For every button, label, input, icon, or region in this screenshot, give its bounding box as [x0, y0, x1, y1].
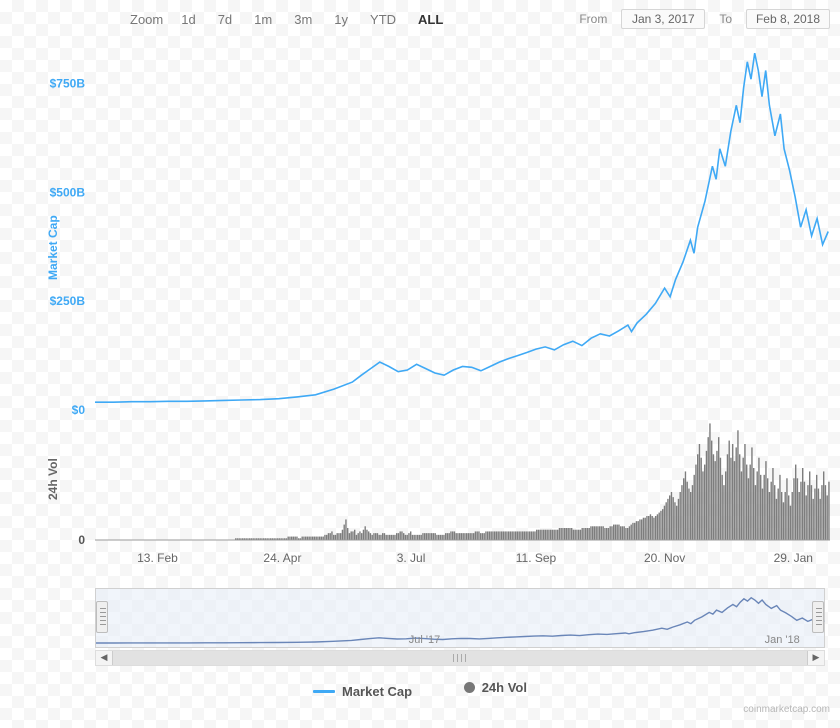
- navigator-scrollbar[interactable]: ◀ ▶: [95, 650, 825, 666]
- legend-marketcap[interactable]: Market Cap: [313, 684, 412, 699]
- navigator-svg: Jul '17 Jan '18: [96, 589, 826, 649]
- legend-dot-icon: [464, 682, 475, 693]
- scroll-thumb[interactable]: [112, 651, 808, 665]
- svg-text:Jul '17: Jul '17: [409, 634, 440, 646]
- chart-svg: $0 $250B $500B $750B 0 13. Feb 24. Apr 3. Jul…: [0, 0, 840, 580]
- svg-text:$750B: $750B: [50, 77, 86, 91]
- svg-text:3. Jul: 3. Jul: [397, 551, 426, 565]
- svg-text:20. Nov: 20. Nov: [644, 551, 685, 565]
- scroll-left-icon[interactable]: ◀: [96, 650, 112, 666]
- svg-text:$0: $0: [72, 403, 86, 417]
- navigator-handle-left[interactable]: [96, 601, 108, 633]
- svg-text:11. Sep: 11. Sep: [516, 551, 557, 565]
- svg-text:0: 0: [78, 533, 85, 547]
- svg-text:$500B: $500B: [50, 185, 86, 199]
- navigator-handle-right[interactable]: [812, 601, 824, 633]
- svg-text:24. Apr: 24. Apr: [263, 551, 301, 565]
- range-navigator[interactable]: Jul '17 Jan '18: [95, 588, 825, 648]
- legend-marketcap-label: Market Cap: [342, 684, 412, 699]
- legend: Market Cap 24h Vol: [0, 680, 840, 699]
- scroll-right-icon[interactable]: ▶: [808, 650, 824, 666]
- attribution: coinmarketcap.com: [743, 704, 830, 715]
- legend-volume-label: 24h Vol: [482, 680, 527, 695]
- svg-text:Jan '18: Jan '18: [765, 634, 800, 646]
- svg-text:13. Feb: 13. Feb: [137, 551, 178, 565]
- legend-volume[interactable]: 24h Vol: [464, 680, 527, 695]
- legend-line-icon: [313, 690, 335, 693]
- svg-text:29. Jan: 29. Jan: [774, 551, 813, 565]
- svg-text:$250B: $250B: [50, 294, 86, 308]
